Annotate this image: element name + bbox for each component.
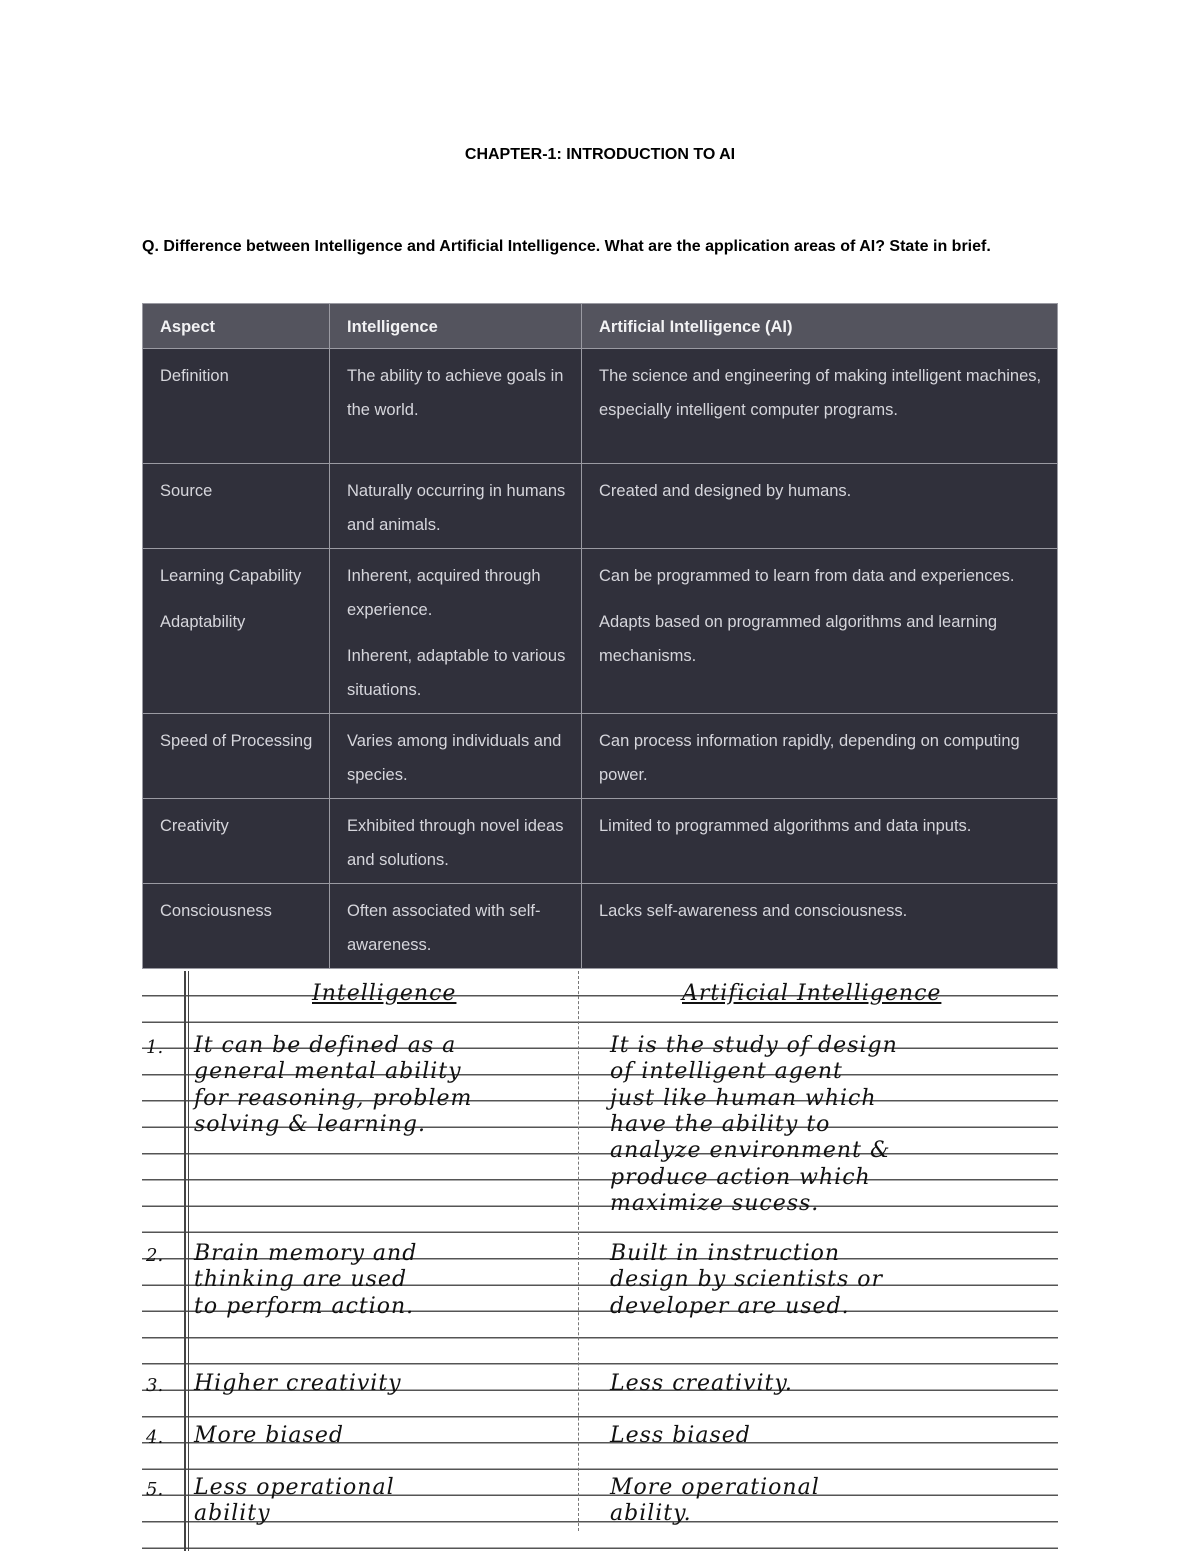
intelligence-line: general mental ability bbox=[194, 1059, 462, 1085]
cell-ai: Created and designed by humans. bbox=[581, 463, 1058, 549]
cell-text: Limited to programmed algorithms and dat… bbox=[599, 817, 972, 835]
intelligence-line: Higher creativity bbox=[194, 1371, 402, 1396]
cell-text: The ability to achieve goals in the worl… bbox=[347, 367, 564, 419]
margin-line bbox=[184, 971, 189, 1551]
chapter-title: CHAPTER-1: INTRODUCTION TO AI bbox=[464, 146, 736, 163]
table-row: Speed of Processing Varies among individu… bbox=[142, 713, 1058, 799]
ai-line: of intelligent agent bbox=[610, 1059, 843, 1085]
ai-line: produce action which bbox=[610, 1164, 871, 1190]
cell-text: Lacks self-awareness and consciousness. bbox=[599, 902, 908, 920]
cell-text: Can process information rapidly, dependi… bbox=[599, 732, 1020, 784]
intelligence-line: to perform action. bbox=[194, 1293, 415, 1319]
table-header-row: Aspect Intelligence Artificial Intellige… bbox=[142, 303, 1058, 349]
ai-line: have the ability to bbox=[610, 1111, 831, 1137]
cell-text: The science and engineering of making in… bbox=[599, 367, 1042, 419]
cell-text: Learning Capability bbox=[160, 567, 302, 585]
intelligence-line: Brain memory and bbox=[194, 1241, 418, 1266]
column-divider bbox=[578, 971, 579, 1531]
cell-aspect: Learning Capability Adaptability bbox=[142, 548, 330, 714]
point-number: 2. bbox=[146, 1245, 164, 1266]
comparison-table: Aspect Intelligence Artificial Intellige… bbox=[142, 303, 1058, 969]
header-ai: Artificial Intelligence (AI) bbox=[581, 303, 1058, 349]
cell-intelligence: Often associated with self-awareness. bbox=[329, 883, 582, 969]
cell-aspect: Speed of Processing bbox=[142, 713, 330, 799]
ai-line: design by scientists or bbox=[610, 1267, 884, 1293]
intelligence-line: for reasoning, problem bbox=[194, 1085, 473, 1111]
cell-text: Inherent, adaptable to various situation… bbox=[347, 647, 566, 699]
point-number: 5. bbox=[146, 1479, 164, 1500]
intelligence-line: ability bbox=[194, 1501, 271, 1527]
handwritten-header-intelligence: Intelligence bbox=[312, 981, 457, 1006]
intelligence-line: It can be defined as a bbox=[194, 1033, 457, 1058]
cell-aspect: Definition bbox=[142, 348, 330, 464]
cell-text: Exhibited through novel ideas and soluti… bbox=[347, 817, 564, 869]
cell-intelligence: Naturally occurring in humans and animal… bbox=[329, 463, 582, 549]
cell-text: Adapts based on programmed algorithms an… bbox=[599, 613, 998, 665]
ai-line: ability. bbox=[610, 1501, 692, 1527]
intelligence-line: solving & learning. bbox=[194, 1111, 426, 1137]
cell-intelligence: Varies among individuals and species. bbox=[329, 713, 582, 799]
cell-text: Definition bbox=[160, 367, 229, 385]
cell-text: Creativity bbox=[160, 817, 229, 835]
cell-text: Adaptability bbox=[160, 613, 246, 631]
table-row: Creativity Exhibited through novel ideas … bbox=[142, 798, 1058, 884]
cell-intelligence: The ability to achieve goals in the worl… bbox=[329, 348, 582, 464]
ai-line: Less creativity. bbox=[610, 1371, 793, 1396]
cell-intelligence: Exhibited through novel ideas and soluti… bbox=[329, 798, 582, 884]
ai-line: Less biased bbox=[610, 1423, 751, 1448]
cell-text: Consciousness bbox=[160, 902, 272, 920]
header-aspect: Aspect bbox=[142, 303, 330, 349]
intelligence-line: Less operational bbox=[194, 1475, 395, 1500]
cell-text: Speed of Processing bbox=[160, 732, 313, 750]
cell-ai: Limited to programmed algorithms and dat… bbox=[581, 798, 1058, 884]
table-row: Learning Capability Adaptability Inherent,… bbox=[142, 548, 1058, 714]
cell-aspect: Source bbox=[142, 463, 330, 549]
cell-text: Created and designed by humans. bbox=[599, 482, 852, 500]
cell-text: Often associated with self-awareness. bbox=[347, 902, 541, 954]
cell-aspect: Consciousness bbox=[142, 883, 330, 969]
ai-line: maximize sucess. bbox=[610, 1190, 820, 1216]
point-number: 1. bbox=[146, 1037, 164, 1058]
table-row: Consciousness Often associated with self-… bbox=[142, 883, 1058, 969]
ai-line: developer are used. bbox=[610, 1293, 850, 1319]
ai-line: analyze environment & bbox=[610, 1138, 891, 1164]
cell-ai: Can process information rapidly, dependi… bbox=[581, 713, 1058, 799]
table-row: Definition The ability to achieve goals i… bbox=[142, 348, 1058, 464]
cell-intelligence: Inherent, acquired through experience. In… bbox=[329, 548, 582, 714]
cell-text: Inherent, acquired through experience. bbox=[347, 567, 541, 619]
ai-line: Built in instruction bbox=[610, 1241, 841, 1266]
ai-line: More operational bbox=[610, 1475, 820, 1500]
intelligence-line: thinking are used bbox=[194, 1267, 408, 1293]
ai-line: It is the study of design bbox=[610, 1033, 898, 1058]
cell-ai: Can be programmed to learn from data and… bbox=[581, 548, 1058, 714]
header-intelligence: Intelligence bbox=[329, 303, 582, 349]
cell-ai: The science and engineering of making in… bbox=[581, 348, 1058, 464]
cell-text: Naturally occurring in humans and animal… bbox=[347, 482, 566, 534]
point-number: 4. bbox=[146, 1427, 164, 1448]
cell-ai: Lacks self-awareness and consciousness. bbox=[581, 883, 1058, 969]
handwritten-header-ai: Artificial Intelligence bbox=[682, 981, 942, 1006]
intelligence-line: More biased bbox=[194, 1423, 344, 1448]
point-number: 3. bbox=[146, 1375, 164, 1396]
cell-aspect: Creativity bbox=[142, 798, 330, 884]
handwritten-notes: Intelligence Artificial Intelligence 1. It … bbox=[142, 971, 1058, 1551]
cell-text: Source bbox=[160, 482, 213, 500]
question-text: Q. Difference between Intelligence and A… bbox=[142, 238, 991, 255]
ai-line: just like human which bbox=[610, 1085, 877, 1111]
cell-text: Varies among individuals and species. bbox=[347, 732, 562, 784]
table-row: Source Naturally occurring in humans and … bbox=[142, 463, 1058, 549]
cell-text: Can be programmed to learn from data and… bbox=[599, 567, 1015, 585]
